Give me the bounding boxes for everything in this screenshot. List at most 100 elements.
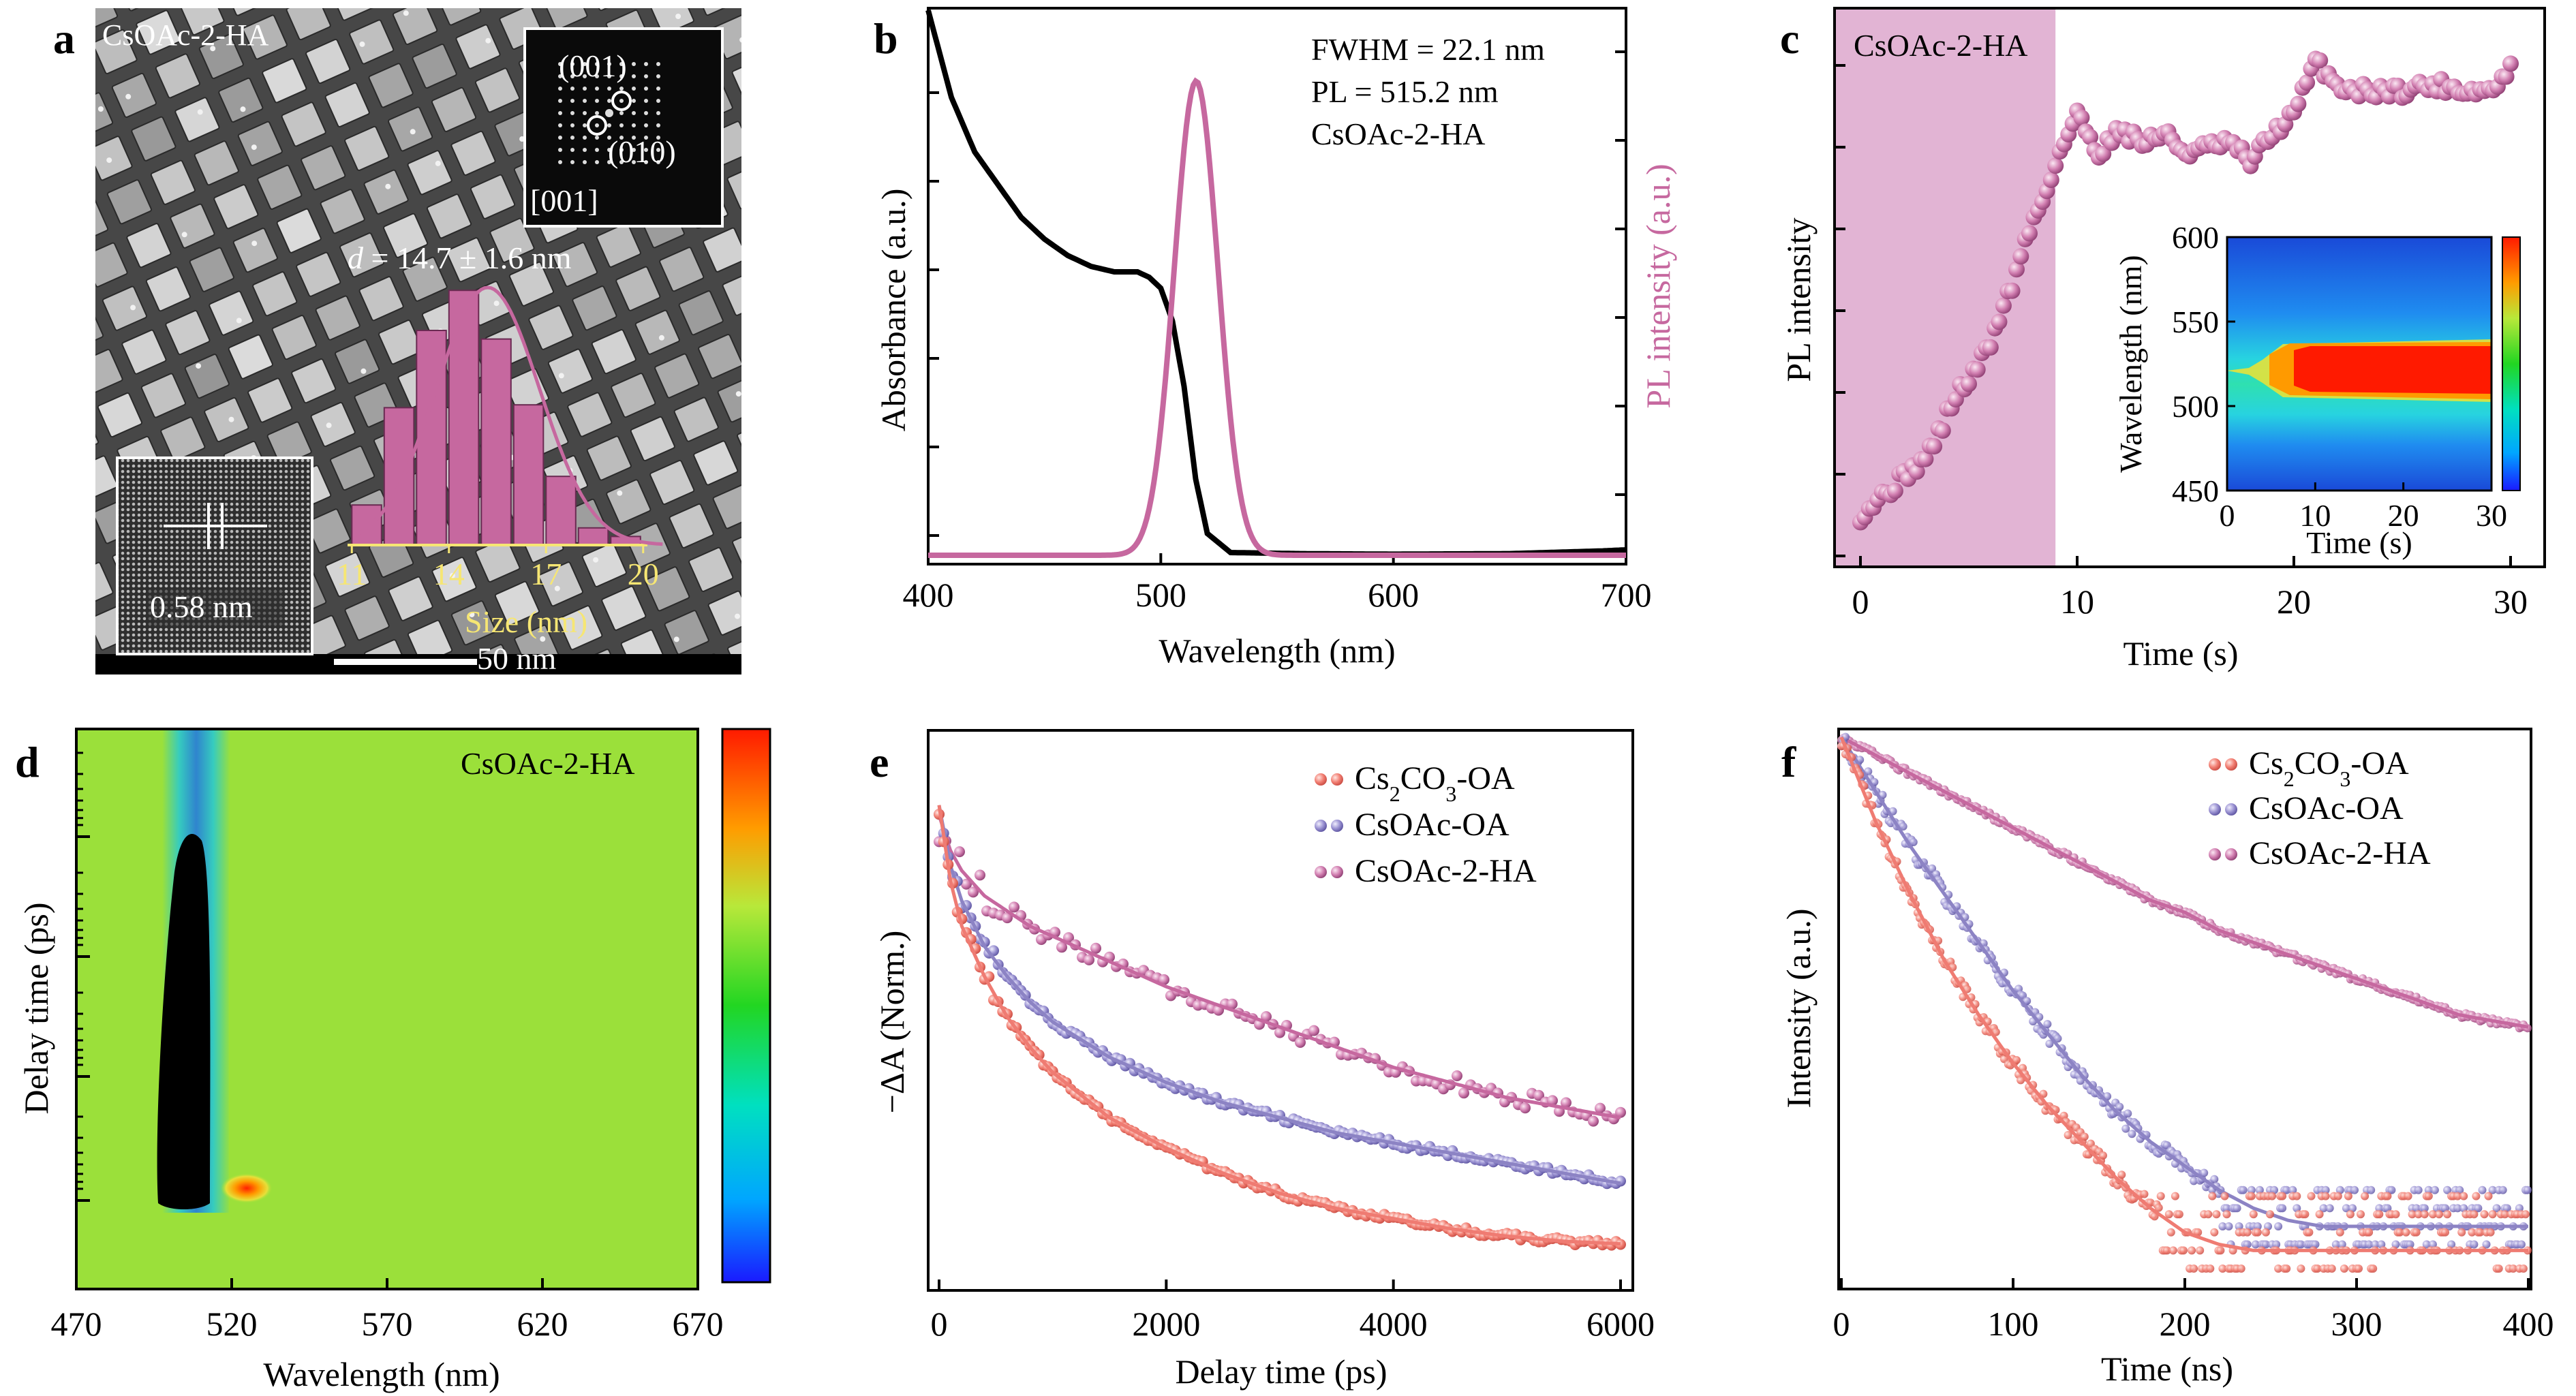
data-point bbox=[2288, 1185, 2297, 1194]
nanocube bbox=[470, 174, 516, 219]
data-point bbox=[1969, 361, 1986, 378]
nanocube bbox=[160, 416, 206, 462]
data-point bbox=[2253, 1228, 2262, 1237]
inset-y-tick-label: 600 bbox=[2172, 220, 2219, 255]
nanocube bbox=[358, 276, 404, 322]
data-point bbox=[2043, 1020, 2052, 1029]
fft-label-010: (010) bbox=[608, 134, 676, 169]
legend-marker bbox=[1315, 773, 1327, 786]
nanocube bbox=[611, 373, 656, 418]
fft-spot bbox=[632, 148, 636, 152]
panel-e-xlabel: Delay time (ps) bbox=[1175, 1352, 1387, 1391]
nanocube bbox=[557, 605, 603, 651]
data-point bbox=[2179, 1246, 2188, 1255]
pl-intensity-points bbox=[1852, 50, 2519, 531]
data-point bbox=[2194, 1228, 2203, 1237]
nanocube bbox=[209, 290, 254, 336]
legend-text: Cs bbox=[1355, 760, 1390, 796]
nanocube bbox=[165, 310, 211, 356]
x-tick-label: 0 bbox=[1833, 1305, 1850, 1343]
nanocube bbox=[645, 566, 690, 612]
bright-spot bbox=[435, 160, 441, 166]
nanocube bbox=[95, 412, 99, 457]
data-point bbox=[2115, 1102, 2124, 1111]
inset-colorbar bbox=[2502, 236, 2521, 491]
data-point bbox=[2331, 1240, 2340, 1249]
nanocube bbox=[335, 339, 380, 384]
nanocube bbox=[140, 373, 186, 418]
fft-spot bbox=[656, 123, 660, 127]
pl-peak-annotation: PL = 515.2 nm bbox=[1311, 74, 1499, 109]
histogram-bar bbox=[545, 476, 577, 546]
nanocube bbox=[363, 169, 409, 215]
fft-spot bbox=[558, 136, 562, 140]
histogram-bar bbox=[383, 407, 415, 546]
data-point bbox=[2164, 1210, 2173, 1219]
nanocube bbox=[692, 8, 738, 16]
legend-text: CO bbox=[2295, 745, 2340, 781]
nanocube bbox=[606, 479, 651, 525]
nanocube bbox=[179, 8, 225, 36]
fft-spot bbox=[570, 148, 574, 152]
data-point bbox=[2073, 109, 2090, 126]
nanocube bbox=[39, 262, 84, 307]
nanocube bbox=[508, 261, 554, 307]
nanocube bbox=[330, 445, 375, 491]
hist-tick-label: 17 bbox=[530, 557, 562, 591]
nanocube bbox=[474, 67, 521, 113]
nanocube bbox=[286, 8, 331, 41]
data-point bbox=[2408, 1210, 2417, 1219]
pl-curve bbox=[928, 77, 1626, 558]
nanocube bbox=[450, 600, 497, 646]
data-point bbox=[1928, 864, 1937, 873]
fft-spot bbox=[595, 62, 599, 66]
nanocube bbox=[698, 334, 741, 379]
hist-tick-label: 14 bbox=[433, 557, 465, 591]
fft-spot bbox=[595, 74, 599, 78]
data-point bbox=[2367, 1185, 2376, 1194]
nanocube bbox=[95, 561, 114, 607]
x-tick-label: 0 bbox=[1852, 583, 1869, 621]
data-point bbox=[2321, 1192, 2330, 1200]
fft-spot bbox=[619, 74, 624, 78]
legend-subscript: 3 bbox=[1445, 781, 1456, 806]
nanocube bbox=[131, 116, 177, 161]
data-point bbox=[2235, 1222, 2243, 1230]
panel-d-ylabel: Delay time (ps) bbox=[17, 902, 55, 1114]
nanocube bbox=[373, 0, 418, 1]
nanocube bbox=[95, 455, 119, 501]
gaussian-fit bbox=[354, 285, 663, 546]
nanocube bbox=[320, 189, 365, 234]
bright-spot bbox=[452, 685, 457, 691]
pl-heatmap-inset: 0 10 20 30 450 500 550 600 Time (s) Wavelength … bbox=[2113, 220, 2521, 560]
data-point bbox=[1917, 450, 1934, 467]
fft-spot bbox=[644, 123, 648, 127]
fit-curve bbox=[937, 814, 1621, 1120]
nanocube bbox=[121, 329, 167, 375]
nanocube bbox=[276, 208, 322, 253]
data-point bbox=[2293, 1192, 2301, 1200]
data-point bbox=[2021, 225, 2038, 242]
nanocube bbox=[170, 203, 215, 249]
nanocube bbox=[383, 213, 429, 258]
x-tick-label: 200 bbox=[2160, 1305, 2211, 1343]
data-point bbox=[2313, 1265, 2322, 1273]
panel-b-letter: b bbox=[874, 14, 898, 63]
nanocube bbox=[204, 397, 249, 443]
nanocube bbox=[291, 358, 337, 404]
bright-spot bbox=[88, 689, 93, 694]
data-point bbox=[2412, 1228, 2421, 1237]
nanocube bbox=[232, 228, 278, 273]
inset-xlabel: Time (s) bbox=[2306, 525, 2412, 560]
x-tick-label: 2000 bbox=[1132, 1305, 1200, 1343]
bright-spot bbox=[493, 300, 500, 307]
nanocube bbox=[242, 14, 288, 60]
data-point bbox=[2470, 1210, 2479, 1219]
data-point bbox=[1926, 438, 1943, 455]
x-tick-label: 10 bbox=[2060, 583, 2094, 621]
panel-c-letter: c bbox=[1780, 14, 1799, 63]
fft-spot bbox=[632, 74, 636, 78]
data-point bbox=[2498, 1185, 2507, 1194]
nanocube bbox=[630, 416, 675, 462]
